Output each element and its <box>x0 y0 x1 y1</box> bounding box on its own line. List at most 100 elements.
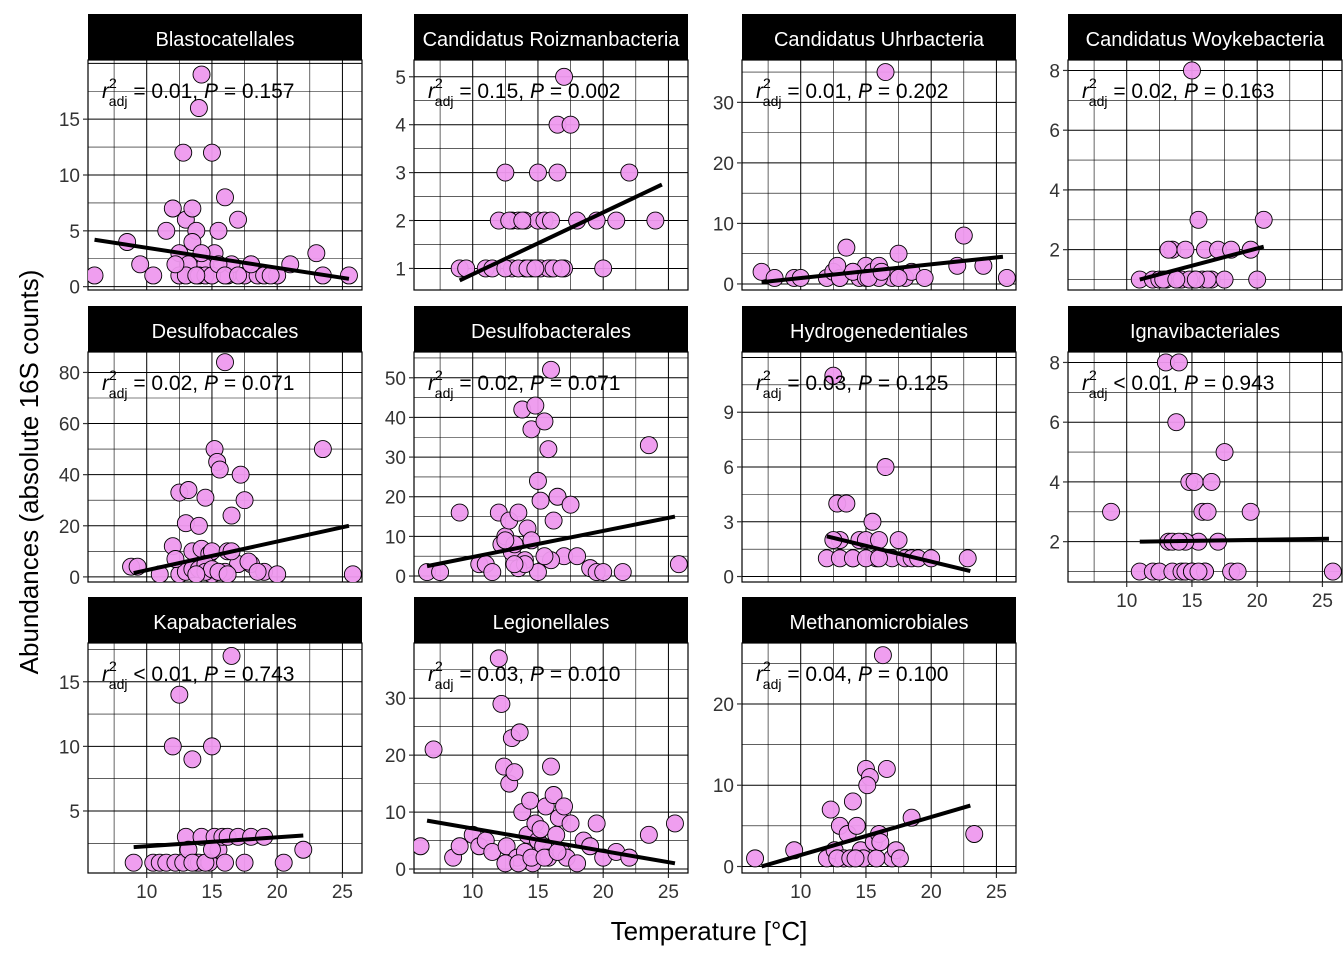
y-tick-label: 20 <box>713 695 734 716</box>
data-point <box>222 646 241 665</box>
panel-grid <box>88 352 362 582</box>
data-point <box>521 791 540 810</box>
stat-annotation: r2 adj = 0.03, P = 0.125 <box>756 367 948 401</box>
data-point <box>548 163 567 182</box>
data-point <box>846 849 865 868</box>
stat-annotation: r2 adj = 0.01, P = 0.202 <box>756 75 948 109</box>
points-layer <box>817 366 977 568</box>
y-tick-label: 10 <box>385 527 406 548</box>
data-point <box>1215 443 1234 462</box>
data-point <box>496 531 515 550</box>
y-tick-label: 8 <box>1049 353 1060 374</box>
data-point <box>248 562 267 581</box>
data-point <box>555 797 573 816</box>
regression-line <box>426 818 676 866</box>
stat-annotation: r2 adj = 0.04, P = 0.100 <box>756 658 948 692</box>
data-point <box>505 555 524 574</box>
data-point <box>542 360 560 379</box>
data-point <box>1167 270 1186 289</box>
data-point <box>183 199 202 218</box>
data-point <box>863 512 882 531</box>
data-point <box>847 816 866 835</box>
regression-line <box>1139 536 1329 544</box>
points-layer <box>122 353 362 582</box>
y-tick-label: 50 <box>385 369 406 390</box>
data-point <box>174 143 193 162</box>
data-point <box>594 563 613 582</box>
stat-annotation: r2 adj < 0.01, P = 0.743 <box>102 658 294 692</box>
data-point <box>203 143 221 162</box>
data-point <box>646 211 665 230</box>
facet-strip <box>88 597 362 643</box>
data-point <box>876 63 895 82</box>
facet-strip <box>742 306 1016 352</box>
x-tick-label: 10 <box>1116 591 1137 612</box>
data-point <box>235 853 254 872</box>
data-point <box>613 563 632 582</box>
facet-title: Ignavibacteriales <box>1130 321 1280 343</box>
data-point <box>666 814 684 833</box>
y-tick-label: 0 <box>69 568 80 589</box>
panel-border <box>413 59 689 291</box>
facet-panel: Candidatus Roizmanbacteria 1 2 3 4 5 r2 adj = 0… <box>395 14 689 291</box>
regression-line <box>458 182 663 283</box>
data-point <box>526 396 545 415</box>
data-point <box>958 549 977 568</box>
stat-annotation: r2 adj = 0.02, P = 0.071 <box>428 367 620 401</box>
facet-title: Hydrogenedentiales <box>790 321 968 343</box>
y-tick-label: 20 <box>385 488 406 509</box>
data-point <box>535 412 554 431</box>
panel-grid <box>414 643 688 873</box>
data-point <box>170 685 189 704</box>
points-layer <box>418 360 688 582</box>
facet-title: Candidatus Woykebacteria <box>1086 29 1326 51</box>
facet-title: Desulfobacterales <box>471 321 631 343</box>
data-point <box>867 849 886 868</box>
data-point <box>997 268 1016 287</box>
points-layer <box>450 67 665 278</box>
facet-panel: Hydrogenedentiales 0 3 6 9 r2 adj = 0.03, P = … <box>723 306 1017 589</box>
facet-panel: Candidatus Woykebacteria 2 4 6 8 r2 adj = 0.02… <box>1049 14 1343 291</box>
panel-border <box>413 642 689 874</box>
facet-panel: Kapabacteriales 5 10 15 10 15 20 25 r2 adj < 0.01… <box>59 597 363 903</box>
regression-line <box>133 523 350 576</box>
data-point <box>222 506 241 525</box>
facet-strip <box>414 14 688 60</box>
data-point <box>505 763 524 782</box>
data-point <box>607 211 626 230</box>
data-point <box>548 487 567 506</box>
data-point <box>954 226 973 245</box>
facet-title: Methanomicrobiales <box>790 612 969 634</box>
data-point <box>1198 502 1217 521</box>
facet-strip <box>414 306 688 352</box>
data-point <box>858 776 877 795</box>
stat-annotation: r2 adj < 0.01, P = 0.943 <box>1082 367 1274 401</box>
data-point <box>746 849 764 868</box>
data-point <box>509 503 528 522</box>
data-point <box>313 440 332 459</box>
facet-panel: Desulfobacterales 0 10 20 30 40 50 r2 adj = 0.02… <box>385 306 689 588</box>
data-point <box>522 420 541 439</box>
x-tick-label: 20 <box>593 882 614 903</box>
panel-grid <box>742 352 1016 582</box>
data-point <box>496 163 515 182</box>
data-point <box>555 67 573 86</box>
x-tick-label: 10 <box>462 882 483 903</box>
data-point <box>544 786 563 804</box>
data-point <box>1167 413 1186 432</box>
x-tick-label: 15 <box>1181 591 1202 612</box>
data-point <box>210 460 229 479</box>
stat-annotation: r2 adj = 0.02, P = 0.163 <box>1082 75 1274 109</box>
facet-strip <box>742 597 1016 643</box>
y-tick-label: 6 <box>723 458 734 479</box>
y-tick-label: 5 <box>69 802 80 823</box>
panel-border <box>413 351 689 583</box>
data-point <box>294 840 313 859</box>
data-point <box>510 723 529 742</box>
regression-line <box>133 833 304 850</box>
y-tick-label: 2 <box>395 212 406 233</box>
y-tick-label: 0 <box>723 857 734 878</box>
y-tick-label: 0 <box>395 567 406 588</box>
data-point <box>889 268 908 287</box>
facet-strip <box>1068 14 1342 60</box>
